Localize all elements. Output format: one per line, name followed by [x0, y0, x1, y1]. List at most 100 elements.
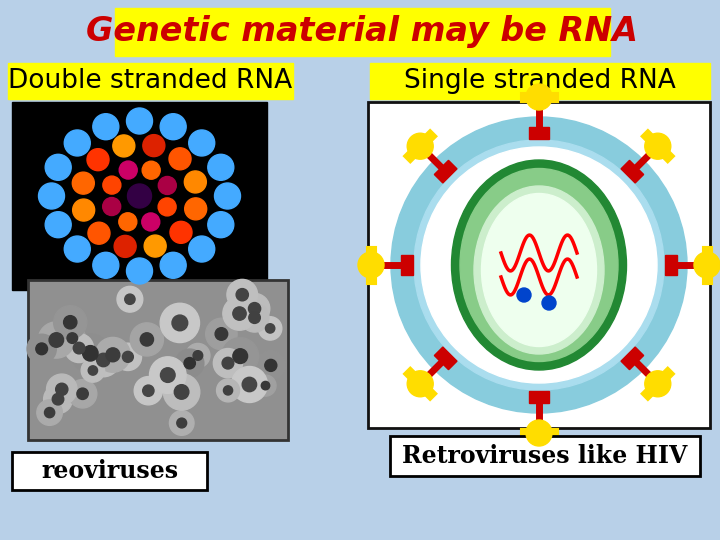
Polygon shape: [434, 347, 457, 370]
Circle shape: [127, 258, 153, 284]
Circle shape: [255, 375, 276, 396]
FancyBboxPatch shape: [8, 63, 293, 99]
Circle shape: [45, 154, 71, 180]
Circle shape: [64, 130, 90, 156]
Circle shape: [233, 307, 246, 320]
Circle shape: [27, 334, 56, 363]
Circle shape: [130, 323, 163, 356]
Polygon shape: [529, 127, 549, 139]
Circle shape: [81, 359, 104, 382]
FancyBboxPatch shape: [390, 436, 700, 476]
Circle shape: [120, 161, 138, 179]
FancyBboxPatch shape: [12, 452, 207, 490]
Polygon shape: [529, 391, 549, 403]
Text: Retroviruses like HIV: Retroviruses like HIV: [402, 444, 688, 468]
Circle shape: [38, 322, 74, 358]
Circle shape: [71, 334, 109, 373]
Text: Double stranded RNA: Double stranded RNA: [9, 68, 292, 94]
Circle shape: [106, 348, 120, 362]
Circle shape: [160, 114, 186, 140]
Circle shape: [526, 420, 552, 446]
Circle shape: [49, 333, 63, 347]
Circle shape: [421, 147, 657, 383]
Circle shape: [645, 133, 671, 159]
Circle shape: [86, 343, 120, 377]
Circle shape: [176, 349, 204, 377]
Circle shape: [186, 343, 210, 368]
Circle shape: [77, 388, 89, 400]
Circle shape: [223, 297, 256, 330]
Polygon shape: [434, 160, 457, 183]
Circle shape: [96, 338, 130, 372]
Circle shape: [63, 315, 77, 329]
Circle shape: [256, 350, 286, 380]
Circle shape: [233, 349, 248, 363]
Circle shape: [215, 183, 240, 209]
Circle shape: [249, 312, 261, 323]
Circle shape: [161, 368, 175, 382]
Ellipse shape: [451, 160, 626, 370]
Circle shape: [358, 252, 384, 278]
Circle shape: [189, 130, 215, 156]
FancyBboxPatch shape: [12, 102, 267, 290]
Circle shape: [45, 212, 71, 238]
Circle shape: [142, 161, 160, 179]
Circle shape: [37, 400, 63, 426]
Circle shape: [47, 374, 77, 404]
Circle shape: [143, 385, 154, 396]
FancyBboxPatch shape: [28, 280, 288, 440]
Circle shape: [93, 252, 119, 278]
Circle shape: [223, 386, 233, 395]
Circle shape: [36, 343, 48, 355]
Circle shape: [542, 296, 556, 310]
Circle shape: [114, 343, 142, 370]
Circle shape: [54, 306, 87, 339]
Circle shape: [265, 360, 276, 372]
Circle shape: [177, 418, 186, 428]
Circle shape: [72, 172, 94, 194]
Circle shape: [117, 286, 143, 312]
Circle shape: [127, 184, 151, 208]
Circle shape: [414, 140, 664, 390]
Circle shape: [208, 154, 234, 180]
Circle shape: [222, 338, 258, 375]
Circle shape: [184, 171, 207, 193]
Circle shape: [161, 303, 199, 342]
Circle shape: [73, 199, 94, 221]
Circle shape: [694, 252, 720, 278]
Circle shape: [103, 198, 121, 215]
FancyBboxPatch shape: [115, 8, 610, 56]
Circle shape: [55, 383, 68, 395]
Circle shape: [59, 325, 86, 352]
Circle shape: [73, 342, 85, 354]
Circle shape: [184, 357, 195, 369]
Circle shape: [193, 350, 203, 360]
Polygon shape: [621, 160, 644, 183]
Circle shape: [103, 176, 121, 194]
Circle shape: [88, 222, 110, 244]
Circle shape: [408, 133, 433, 159]
Text: Genetic material may be RNA: Genetic material may be RNA: [86, 16, 639, 49]
Circle shape: [215, 328, 228, 340]
Circle shape: [227, 279, 258, 310]
Circle shape: [213, 348, 243, 378]
Circle shape: [231, 367, 267, 402]
Circle shape: [144, 235, 166, 257]
Circle shape: [163, 374, 199, 410]
Circle shape: [143, 134, 165, 157]
Circle shape: [93, 114, 119, 140]
Polygon shape: [621, 347, 644, 370]
Circle shape: [391, 117, 687, 413]
Circle shape: [242, 377, 256, 392]
Circle shape: [158, 177, 176, 194]
Circle shape: [119, 213, 137, 231]
Circle shape: [217, 379, 240, 402]
Circle shape: [266, 323, 275, 333]
Circle shape: [68, 380, 96, 408]
Circle shape: [408, 371, 433, 397]
Circle shape: [87, 148, 109, 171]
Circle shape: [236, 288, 248, 301]
Circle shape: [189, 236, 215, 262]
Circle shape: [38, 183, 65, 209]
Circle shape: [122, 352, 133, 362]
